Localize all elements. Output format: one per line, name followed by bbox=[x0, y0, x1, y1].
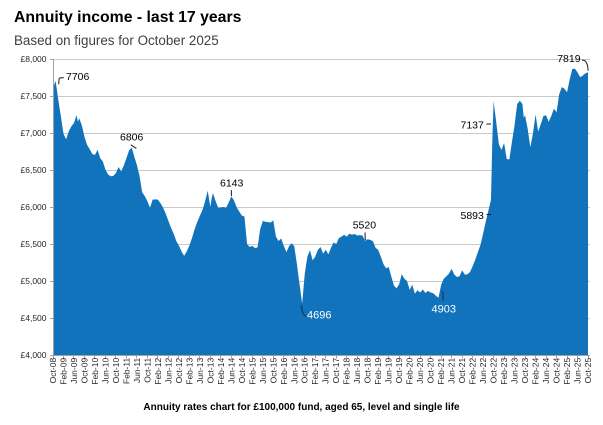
svg-text:Oct-13: Oct-13 bbox=[205, 358, 215, 384]
svg-text:Oct-23: Oct-23 bbox=[520, 358, 530, 384]
svg-text:Feb-17: Feb-17 bbox=[310, 358, 320, 385]
svg-text:Feb-18: Feb-18 bbox=[342, 358, 352, 385]
svg-text:Feb-12: Feb-12 bbox=[153, 358, 163, 385]
svg-text:£7,000: £7,000 bbox=[21, 128, 47, 138]
svg-text:4903: 4903 bbox=[432, 304, 456, 316]
svg-text:Jun-25: Jun-25 bbox=[572, 358, 582, 384]
svg-text:Oct-25: Oct-25 bbox=[583, 358, 593, 384]
svg-text:Jun-19: Jun-19 bbox=[384, 358, 394, 384]
svg-text:Oct-15: Oct-15 bbox=[268, 358, 278, 384]
svg-text:Oct-10: Oct-10 bbox=[111, 358, 121, 384]
svg-text:Jun-10: Jun-10 bbox=[100, 358, 110, 384]
svg-text:Oct-24: Oct-24 bbox=[552, 358, 562, 384]
svg-text:Feb-16: Feb-16 bbox=[279, 358, 289, 385]
svg-text:Jun-21: Jun-21 bbox=[447, 358, 457, 384]
svg-text:Feb-13: Feb-13 bbox=[184, 358, 194, 385]
svg-text:£5,500: £5,500 bbox=[21, 239, 47, 249]
svg-text:£6,500: £6,500 bbox=[21, 165, 47, 175]
svg-text:Oct-19: Oct-19 bbox=[394, 358, 404, 384]
svg-text:Jun-24: Jun-24 bbox=[541, 358, 551, 384]
svg-text:Feb-09: Feb-09 bbox=[58, 358, 68, 385]
svg-text:Jun-16: Jun-16 bbox=[289, 358, 299, 384]
svg-text:Oct-12: Oct-12 bbox=[174, 358, 184, 384]
svg-text:Oct-14: Oct-14 bbox=[237, 358, 247, 384]
svg-text:Feb-10: Feb-10 bbox=[90, 358, 100, 385]
svg-text:Jun-23: Jun-23 bbox=[510, 358, 520, 384]
svg-text:£5,000: £5,000 bbox=[21, 276, 47, 286]
svg-text:Jun-11: Jun-11 bbox=[132, 358, 142, 384]
svg-text:Feb-20: Feb-20 bbox=[405, 358, 415, 385]
svg-text:Jun-12: Jun-12 bbox=[163, 358, 173, 384]
svg-text:Feb-21: Feb-21 bbox=[436, 358, 446, 385]
svg-text:Oct-09: Oct-09 bbox=[79, 358, 89, 384]
svg-text:£7,500: £7,500 bbox=[21, 91, 47, 101]
svg-text:Oct-16: Oct-16 bbox=[300, 358, 310, 384]
svg-text:£8,000: £8,000 bbox=[21, 54, 47, 64]
svg-text:Feb-19: Feb-19 bbox=[373, 358, 383, 385]
svg-text:Feb-25: Feb-25 bbox=[562, 358, 572, 385]
svg-text:£4,500: £4,500 bbox=[21, 313, 47, 323]
svg-text:4696: 4696 bbox=[307, 309, 331, 321]
svg-text:6143: 6143 bbox=[220, 178, 244, 190]
svg-text:Feb-15: Feb-15 bbox=[247, 358, 257, 385]
svg-text:Oct-08: Oct-08 bbox=[48, 358, 58, 384]
svg-text:5520: 5520 bbox=[353, 219, 377, 231]
svg-text:Jun-15: Jun-15 bbox=[258, 358, 268, 384]
svg-text:Jun-20: Jun-20 bbox=[415, 358, 425, 384]
svg-text:Feb-23: Feb-23 bbox=[499, 358, 509, 385]
svg-text:Jun-13: Jun-13 bbox=[195, 358, 205, 384]
svg-text:Feb-22: Feb-22 bbox=[468, 358, 478, 385]
svg-text:Jun-17: Jun-17 bbox=[321, 358, 331, 384]
svg-text:7706: 7706 bbox=[66, 71, 90, 83]
svg-text:Oct-11: Oct-11 bbox=[142, 358, 152, 383]
svg-text:£4,000: £4,000 bbox=[21, 350, 47, 360]
svg-text:Oct-18: Oct-18 bbox=[363, 358, 373, 384]
svg-text:Feb-11: Feb-11 bbox=[121, 358, 131, 385]
svg-text:6806: 6806 bbox=[120, 131, 144, 143]
svg-text:£6,000: £6,000 bbox=[21, 202, 47, 212]
svg-text:Oct-17: Oct-17 bbox=[331, 358, 341, 384]
svg-text:Feb-24: Feb-24 bbox=[531, 358, 541, 385]
svg-text:Oct-21: Oct-21 bbox=[457, 358, 467, 384]
svg-text:Jun-22: Jun-22 bbox=[478, 358, 488, 384]
svg-text:Jun-18: Jun-18 bbox=[352, 358, 362, 384]
svg-text:Feb-14: Feb-14 bbox=[216, 358, 226, 385]
svg-text:Jun-14: Jun-14 bbox=[226, 358, 236, 384]
svg-text:5893: 5893 bbox=[461, 210, 485, 222]
svg-text:7819: 7819 bbox=[557, 53, 581, 65]
svg-text:Oct-22: Oct-22 bbox=[489, 358, 499, 384]
svg-text:Jun-09: Jun-09 bbox=[69, 358, 79, 384]
svg-text:7137: 7137 bbox=[461, 120, 485, 132]
svg-text:Oct-20: Oct-20 bbox=[426, 358, 436, 384]
